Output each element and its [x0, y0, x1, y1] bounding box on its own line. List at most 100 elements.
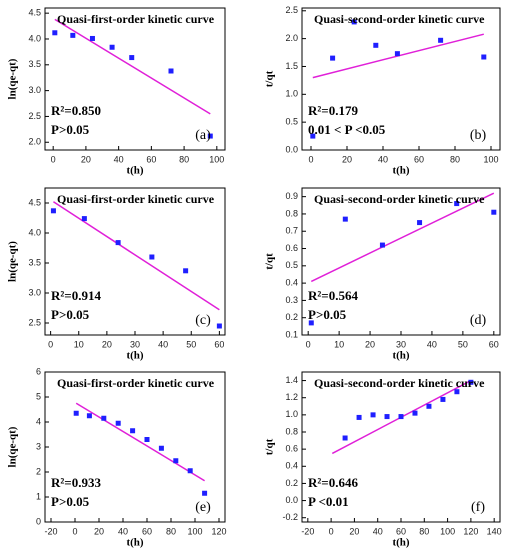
data-point — [168, 68, 174, 74]
data-point — [158, 445, 164, 451]
panel-title: Quasi-second-order kinetic curve — [314, 12, 485, 26]
fit-line — [75, 402, 205, 482]
y-tick-label: 2.5 — [28, 317, 41, 327]
data-point — [379, 242, 385, 248]
data-point — [342, 216, 348, 222]
data-point — [202, 490, 208, 496]
data-point — [81, 216, 87, 222]
x-tick-label: 100 — [209, 154, 224, 164]
y-tick-label: 4.0 — [28, 33, 41, 43]
data-point — [394, 51, 400, 57]
data-point — [351, 19, 357, 25]
x-axis-label: t(h) — [392, 537, 409, 549]
panel-title: Quasi-first-order kinetic curve — [57, 192, 215, 206]
annotation: R²=0.179 — [308, 103, 358, 118]
x-tick-label: 100 — [483, 154, 498, 164]
data-point — [149, 254, 155, 260]
data-point — [426, 403, 432, 409]
annotation: R²=0.850 — [51, 103, 101, 118]
annotation: P>0.05 — [51, 307, 90, 322]
x-tick-label: 0 — [72, 526, 77, 536]
y-tick-label: 4 — [36, 416, 41, 426]
y-tick-label: 0.1 — [285, 329, 298, 339]
x-tick-label: 0 — [48, 339, 53, 349]
x-axis-label: t(h) — [392, 350, 409, 362]
panel-title: Quasi-second-order kinetic curve — [314, 192, 485, 206]
x-tick-label: 0 — [306, 339, 311, 349]
x-tick-label: 80 — [450, 154, 460, 164]
y-tick-label: 2.5 — [285, 5, 298, 15]
x-tick-label: 60 — [214, 339, 224, 349]
x-tick-label: 120 — [463, 526, 478, 536]
y-tick-label: 3.5 — [28, 59, 41, 69]
data-point — [454, 201, 460, 207]
y-tick-label: 0.5 — [285, 260, 298, 270]
x-tick-label: 20 — [81, 154, 91, 164]
data-point — [342, 435, 348, 441]
x-tick-label: 60 — [489, 339, 499, 349]
x-tick-label: 20 — [94, 526, 104, 536]
data-point — [412, 410, 418, 416]
data-point — [384, 414, 390, 420]
x-tick-label: 10 — [74, 339, 84, 349]
y-tick-label: 0.9 — [285, 191, 298, 201]
y-tick-label: 3.5 — [28, 257, 41, 267]
data-point — [398, 414, 404, 420]
data-point — [130, 428, 136, 434]
x-axis-label: t(h) — [392, 165, 409, 177]
x-tick-label: 0 — [51, 154, 56, 164]
y-tick-label: 3.0 — [28, 85, 41, 95]
data-point — [216, 323, 222, 329]
panel-title: Quasi-first-order kinetic curve — [57, 12, 215, 26]
x-tick-label: 0 — [308, 154, 313, 164]
x-tick-label: 60 — [146, 154, 156, 164]
data-point — [308, 320, 314, 326]
x-tick-label: 100 — [187, 526, 202, 536]
y-tick-label: 0.2 — [285, 478, 298, 488]
x-tick-label: 50 — [186, 339, 196, 349]
data-point — [187, 468, 193, 474]
y-axis-label: t/qt — [264, 438, 276, 455]
x-axis-label: t(h) — [126, 537, 143, 549]
y-tick-label: 2 — [36, 466, 41, 476]
data-point — [417, 220, 423, 226]
panel-label: (a) — [195, 128, 211, 143]
x-tick-label: 40 — [114, 154, 124, 164]
data-point — [207, 133, 213, 139]
y-tick-label: 0.2 — [285, 312, 298, 322]
x-tick-label: 120 — [211, 526, 226, 536]
annotation: P>0.05 — [51, 122, 90, 137]
y-tick-label: 0.0 — [285, 495, 298, 505]
x-axis-label: t(h) — [126, 350, 143, 362]
y-axis-label: ln(qe-qt) — [7, 58, 19, 99]
fit-line — [54, 18, 211, 115]
x-tick-label: 60 — [142, 526, 152, 536]
panel-label: (b) — [470, 128, 487, 143]
x-tick-label: 30 — [396, 339, 406, 349]
data-point — [183, 268, 189, 274]
panel-title: Quasi-second-order kinetic curve — [314, 376, 485, 390]
y-tick-label: 4.0 — [28, 227, 41, 237]
y-tick-label: 0.4 — [285, 277, 298, 287]
panel-label: (c) — [195, 313, 211, 328]
y-axis-label: ln(qe-qt) — [7, 426, 19, 467]
x-tick-label: 40 — [158, 339, 168, 349]
x-tick-label: 30 — [130, 339, 140, 349]
x-tick-label: 20 — [349, 526, 359, 536]
x-tick-label: -20 — [44, 526, 57, 536]
x-tick-label: 40 — [427, 339, 437, 349]
y-tick-label: 5 — [36, 391, 41, 401]
y-tick-label: 0.7 — [285, 226, 298, 236]
data-point — [468, 379, 474, 385]
panel-label: (f) — [471, 500, 485, 515]
x-tick-label: 50 — [458, 339, 468, 349]
data-point — [70, 32, 76, 38]
data-point — [356, 414, 362, 420]
y-tick-label: 0.5 — [285, 117, 298, 127]
annotation: 0.01 < P <0.05 — [308, 122, 386, 137]
annotation: R²=0.933 — [51, 475, 101, 490]
y-tick-label: 1.4 — [285, 375, 298, 385]
annotation: P>0.05 — [308, 307, 347, 322]
y-tick-label: 2.5 — [28, 111, 41, 121]
data-point — [370, 412, 376, 418]
